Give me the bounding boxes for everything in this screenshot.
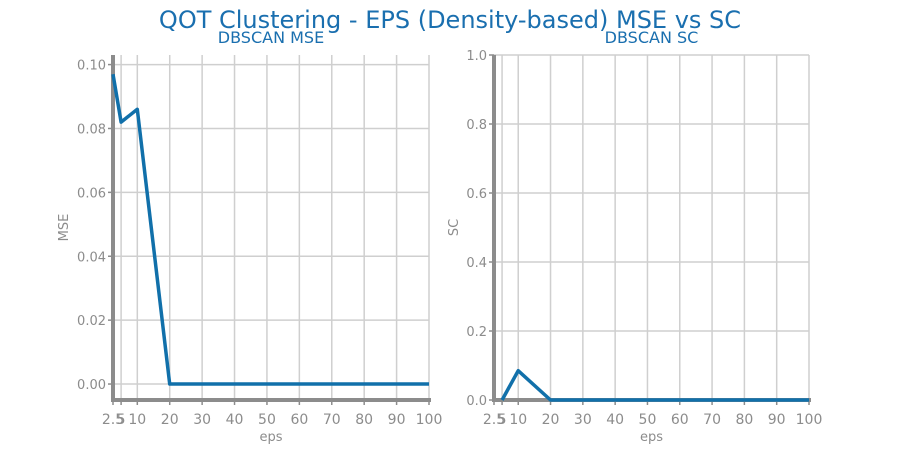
x-tick-label: 100 bbox=[416, 412, 443, 428]
x-tick-label: 10 bbox=[128, 412, 146, 428]
y-tick-label: 0.8 bbox=[466, 118, 487, 133]
x-tick-label: 30 bbox=[193, 412, 211, 428]
y-tick-label: 0.10 bbox=[77, 59, 106, 74]
x-tick-label: 60 bbox=[290, 412, 308, 428]
x-axis-label: eps bbox=[259, 430, 282, 445]
x-tick-label: 90 bbox=[768, 412, 786, 428]
y-tick-label: 0.00 bbox=[77, 378, 106, 393]
y-tick-label: 0.2 bbox=[466, 325, 487, 340]
x-tick-label: 70 bbox=[703, 412, 721, 428]
chart-title: QOT Clustering - EPS (Density-based) MSE… bbox=[159, 6, 741, 34]
x-axis-label: eps bbox=[640, 430, 663, 445]
x-tick-label: 5 bbox=[117, 412, 126, 428]
series-line-mse bbox=[111, 73, 429, 386]
subplot-title: DBSCAN SC bbox=[605, 28, 699, 47]
y-axis-label: SC bbox=[447, 219, 462, 236]
y-tick-label: 0.4 bbox=[466, 256, 487, 271]
x-tick-label: 50 bbox=[258, 412, 276, 428]
y-tick-label: 0.06 bbox=[77, 186, 106, 201]
subplot-title: DBSCAN MSE bbox=[218, 28, 324, 47]
x-tick-label: 70 bbox=[323, 412, 341, 428]
y-axis-label: MSE bbox=[57, 214, 72, 242]
y-tick-label: 0.0 bbox=[466, 394, 487, 409]
x-tick-label: 40 bbox=[226, 412, 244, 428]
x-tick-label: 90 bbox=[388, 412, 406, 428]
x-tick-label: 80 bbox=[735, 412, 753, 428]
x-tick-label: 20 bbox=[161, 412, 179, 428]
series-line-sc bbox=[500, 368, 809, 402]
x-tick-label: 10 bbox=[509, 412, 527, 428]
x-tick-label: 60 bbox=[671, 412, 689, 428]
y-tick-label: 0.02 bbox=[77, 314, 106, 329]
y-tick-label: 0.04 bbox=[77, 250, 106, 265]
y-tick-label: 1.0 bbox=[466, 49, 487, 64]
x-tick-label: 80 bbox=[355, 412, 373, 428]
panel-mse: 2.55 10 20 30 40 50 60 70 80 90 100 0.00 0.02 0.04 0.0… bbox=[57, 28, 442, 445]
panel-sc: 2.55 10 20 30 40 50 60 70 80 90 100 0.0 0.2 0.4 0.6 0.8… bbox=[447, 28, 822, 445]
x-tick-label: 2.5 bbox=[102, 412, 124, 428]
x-tick-label: 30 bbox=[574, 412, 592, 428]
y-tick-label: 0.6 bbox=[466, 187, 487, 202]
x-tick-label: 2.5 bbox=[483, 412, 505, 428]
x-tick-label: 100 bbox=[796, 412, 823, 428]
x-tick-label: 50 bbox=[639, 412, 657, 428]
y-tick-label: 0.08 bbox=[77, 122, 106, 137]
x-tick-label: 20 bbox=[542, 412, 560, 428]
x-tick-label: 5 bbox=[498, 412, 507, 428]
x-tick-label: 40 bbox=[606, 412, 624, 428]
